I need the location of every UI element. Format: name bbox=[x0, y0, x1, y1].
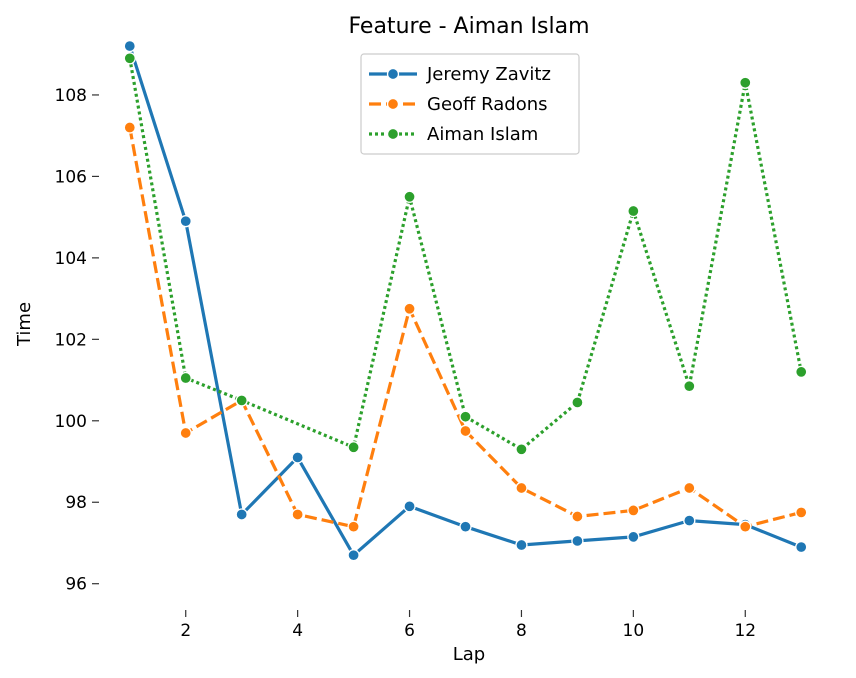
legend-item: Aiman Islam bbox=[369, 124, 538, 145]
series-line bbox=[128, 127, 802, 529]
data-point bbox=[459, 424, 472, 438]
data-point bbox=[123, 52, 136, 65]
data-point bbox=[235, 394, 248, 407]
legend-swatch-marker bbox=[386, 97, 400, 111]
y-axis-label: Time bbox=[14, 302, 35, 347]
data-point bbox=[291, 451, 304, 464]
y-axis: 96 98 100 102 104 106 108 bbox=[55, 86, 99, 595]
legend-label: Aiman Islam bbox=[427, 124, 538, 145]
data-point bbox=[515, 538, 528, 552]
data-point bbox=[347, 520, 360, 533]
data-point bbox=[179, 426, 192, 440]
data-point bbox=[571, 396, 584, 409]
y-tick-label: 96 bbox=[65, 575, 87, 595]
y-tick-label: 98 bbox=[65, 493, 87, 513]
x-axis-label: Lap bbox=[453, 644, 485, 665]
legend-label: Geoff Radons bbox=[427, 94, 548, 115]
series-layer bbox=[123, 39, 808, 562]
data-point bbox=[515, 443, 528, 456]
y-tick-label: 108 bbox=[55, 86, 87, 106]
legend: Jeremy Zavitz Geoff Radons Aiman Islam bbox=[360, 53, 580, 155]
data-point bbox=[403, 500, 416, 513]
legend-box bbox=[360, 53, 580, 155]
x-tick-label: 10 bbox=[623, 621, 645, 641]
data-point bbox=[627, 504, 640, 517]
legend-label: Jeremy Zavitz bbox=[426, 64, 551, 85]
legend-swatch-marker bbox=[386, 67, 400, 81]
x-tick-label: 8 bbox=[516, 621, 527, 641]
data-point bbox=[683, 514, 696, 527]
x-tick-label: 12 bbox=[734, 621, 756, 641]
x-tick-label: 6 bbox=[404, 621, 415, 641]
y-tick-label: 104 bbox=[55, 249, 87, 269]
data-point bbox=[571, 534, 584, 548]
chart-title: Feature - Aiman Islam bbox=[348, 14, 589, 39]
y-tick-label: 106 bbox=[55, 167, 87, 187]
data-point bbox=[403, 302, 416, 315]
data-point bbox=[627, 530, 640, 544]
data-point bbox=[683, 380, 696, 393]
x-tick-label: 4 bbox=[292, 621, 303, 641]
y-tick-label: 100 bbox=[55, 412, 87, 432]
data-point bbox=[459, 410, 472, 423]
data-point bbox=[179, 371, 192, 385]
legend-item: Geoff Radons bbox=[369, 94, 548, 115]
series-aiman-islam bbox=[123, 52, 808, 456]
data-point bbox=[347, 549, 360, 562]
data-point bbox=[627, 204, 640, 218]
data-point bbox=[347, 441, 360, 454]
legend-item: Jeremy Zavitz bbox=[369, 64, 551, 85]
y-tick-label: 102 bbox=[55, 330, 87, 350]
series-jeremy-zavitz bbox=[123, 39, 808, 562]
data-point bbox=[459, 520, 472, 533]
data-point bbox=[739, 76, 752, 89]
data-point bbox=[795, 540, 808, 554]
data-point bbox=[291, 508, 304, 521]
data-point bbox=[123, 121, 136, 134]
x-tick-label: 2 bbox=[180, 621, 191, 641]
data-point bbox=[683, 481, 696, 495]
data-point bbox=[515, 481, 528, 495]
series-geoff-radons bbox=[123, 121, 808, 533]
data-point bbox=[123, 39, 136, 53]
data-point bbox=[795, 365, 808, 379]
data-point bbox=[179, 215, 192, 228]
data-point bbox=[739, 520, 752, 533]
series-line bbox=[128, 58, 803, 451]
data-point bbox=[795, 506, 808, 519]
legend-swatch-marker bbox=[386, 127, 400, 141]
data-point bbox=[571, 510, 584, 523]
data-point bbox=[235, 508, 248, 521]
x-axis: 2 4 6 8 10 12 bbox=[180, 610, 756, 641]
data-point bbox=[403, 190, 416, 203]
